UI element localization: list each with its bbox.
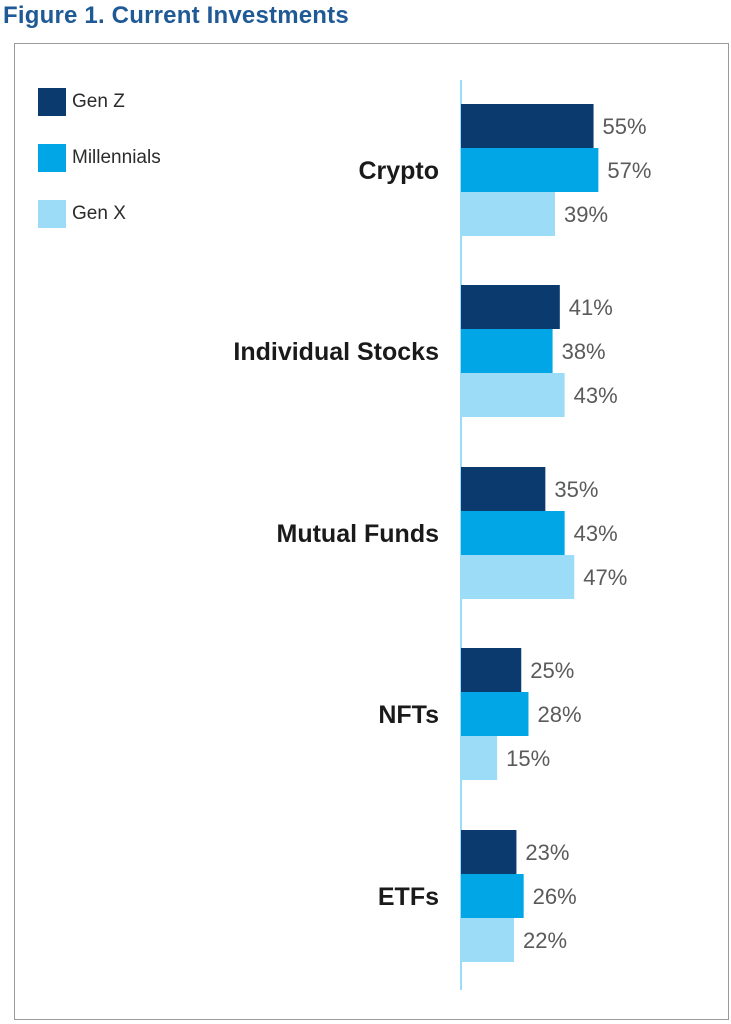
bar-gen-z bbox=[461, 285, 560, 329]
figure-title: Figure 1. Current Investments bbox=[3, 2, 349, 29]
legend-label-gen-x: Gen X bbox=[72, 203, 126, 224]
legend-swatch-gen-x bbox=[38, 200, 66, 228]
category-label: Crypto bbox=[358, 157, 439, 185]
category-label: ETFs bbox=[378, 883, 439, 911]
data-label: 25% bbox=[530, 658, 574, 683]
chart-frame bbox=[14, 43, 729, 1020]
legend-label-millennials: Millennials bbox=[72, 147, 161, 168]
bar-gen-z bbox=[461, 467, 546, 511]
data-label: 15% bbox=[506, 746, 550, 771]
category-label: Individual Stocks bbox=[233, 338, 439, 366]
bar-group-nfts: NFTs 25% 28% 15% bbox=[378, 648, 582, 780]
bar-millennials bbox=[461, 148, 599, 192]
bar-group-crypto: Crypto 55% 57% 39% bbox=[358, 104, 651, 236]
data-label: 41% bbox=[569, 295, 613, 320]
data-label: 43% bbox=[574, 521, 618, 546]
bar-millennials bbox=[461, 329, 553, 373]
data-label: 39% bbox=[564, 202, 608, 227]
data-label: 38% bbox=[562, 339, 606, 364]
bar-millennials bbox=[461, 874, 524, 918]
bar-group-etfs: ETFs 23% 26% 22% bbox=[378, 830, 577, 962]
data-label: 28% bbox=[537, 702, 581, 727]
bar-gen-z bbox=[461, 104, 594, 148]
bar-millennials bbox=[461, 511, 565, 555]
data-label: 43% bbox=[574, 383, 618, 408]
bar-gen-z bbox=[461, 830, 517, 874]
bar-group-individual-stocks: Individual Stocks 41% 38% 43% bbox=[233, 285, 618, 417]
legend-swatch-gen-z bbox=[38, 88, 66, 116]
bar-group-mutual-funds: Mutual Funds 35% 43% 47% bbox=[277, 467, 627, 599]
data-label: 47% bbox=[583, 565, 627, 590]
data-label: 35% bbox=[554, 477, 598, 502]
bar-millennials bbox=[461, 692, 529, 736]
category-label: NFTs bbox=[378, 701, 439, 729]
legend-label-gen-z: Gen Z bbox=[72, 91, 125, 112]
legend-swatch-millennials bbox=[38, 144, 66, 172]
bar-gen-z bbox=[461, 648, 522, 692]
data-label: 23% bbox=[525, 840, 569, 865]
bar-gen-x bbox=[461, 192, 555, 236]
data-label: 57% bbox=[607, 158, 651, 183]
data-label: 22% bbox=[523, 928, 567, 953]
category-label: Mutual Funds bbox=[277, 520, 439, 548]
data-label: 26% bbox=[533, 884, 577, 909]
bar-gen-x bbox=[461, 736, 498, 780]
bar-gen-x bbox=[461, 555, 575, 599]
bar-gen-x bbox=[461, 373, 565, 417]
bar-gen-x bbox=[461, 918, 515, 962]
data-label: 55% bbox=[603, 114, 647, 139]
